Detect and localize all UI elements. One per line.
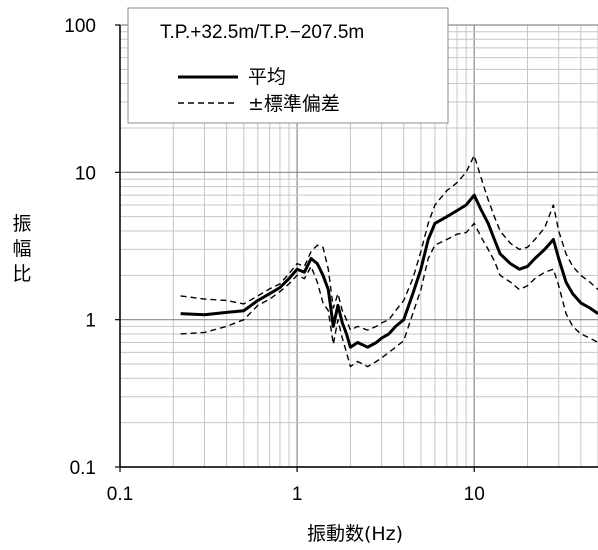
x-axis-label: 振動数(Hz) <box>307 523 403 545</box>
y-tick-label: 10 <box>75 163 96 184</box>
ticks: 0.1 1 10 0.1 1 10 100 <box>64 16 484 505</box>
y-axis-label: 振 幅 比 <box>12 213 31 285</box>
y-tick-label: 1 <box>85 311 96 332</box>
legend: T.P.+32.5m/T.P.−207.5m 平均 ±標準偏差 <box>127 7 449 124</box>
series-layer <box>180 154 598 368</box>
chart-title: T.P.+32.5m/T.P.−207.5m <box>160 22 364 43</box>
x-tick-label: 0.1 <box>107 484 133 505</box>
series-line-0 <box>180 193 598 349</box>
series-line-2 <box>180 222 598 368</box>
legend-box <box>127 7 449 124</box>
x-tick-label: 10 <box>464 484 485 505</box>
y-tick-label: 0.1 <box>70 458 96 479</box>
y-axis-label-char-1: 幅 <box>12 238 31 260</box>
x-tick-label: 1 <box>292 484 303 505</box>
series-line-1 <box>180 154 598 331</box>
legend-label-mean: 平均 <box>248 66 286 88</box>
y-axis-label-char-0: 振 <box>12 213 31 235</box>
legend-label-std: ±標準偏差 <box>248 93 340 115</box>
y-axis-label-char-2: 比 <box>12 263 31 285</box>
y-tick-label: 100 <box>64 16 96 37</box>
